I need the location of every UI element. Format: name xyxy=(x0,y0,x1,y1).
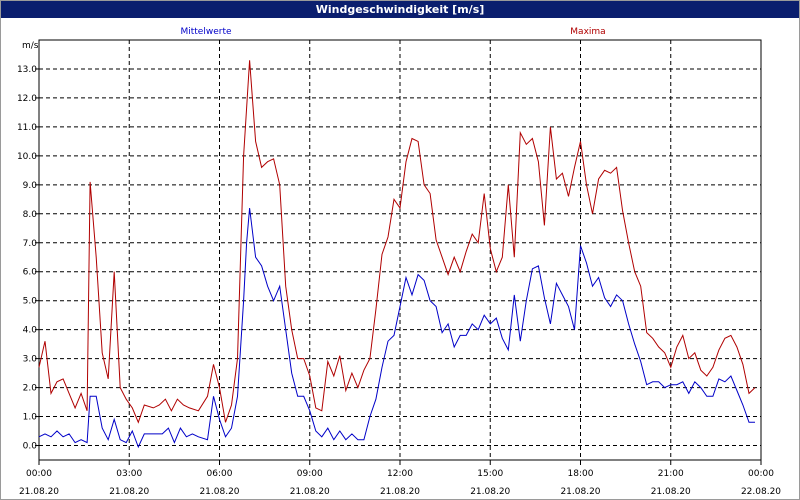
y-tick-label: 13.0 xyxy=(17,65,37,75)
y-tick-label: 12.0 xyxy=(17,94,37,104)
y-tick-label: 4.0 xyxy=(23,326,38,336)
x-tick-date-label: 21.08.20 xyxy=(380,487,420,497)
x-tick-time-label: 21:00 xyxy=(658,469,684,479)
x-tick-date-label: 21.08.20 xyxy=(651,487,691,497)
y-tick-label: 10.0 xyxy=(17,152,37,162)
y-tick-label: 3.0 xyxy=(23,355,38,365)
window-title: Windgeschwindigkeit [m/s] xyxy=(1,1,799,18)
y-tick-label: 8.0 xyxy=(23,210,38,220)
grid-lines xyxy=(39,40,761,460)
y-tick-label: 9.0 xyxy=(23,181,38,191)
series-line-maxima xyxy=(38,60,756,424)
x-tick-date-label: 22.08.20 xyxy=(741,487,781,497)
x-tick-time-label: 12:00 xyxy=(387,469,413,479)
axes: 0.0 1.0 2.0 3.0 4.0 5.0 6.0 7.0 8.0 9.0 10.0 11.0 12… xyxy=(17,65,781,497)
series-line-mittelwerte xyxy=(38,207,755,449)
x-tick-date-label: 21.08.20 xyxy=(290,487,330,497)
x-tick-time-label: 00:00 xyxy=(26,469,52,479)
y-tick-label: 6.0 xyxy=(23,268,38,278)
y-tick-label: 5.0 xyxy=(23,297,38,307)
y-tick-label: 2.0 xyxy=(23,384,38,394)
x-tick-date-label: 21.08.20 xyxy=(470,487,510,497)
x-tick-date-label: 21.08.20 xyxy=(109,487,149,497)
x-tick-time-label: 06:00 xyxy=(207,469,233,479)
x-tick-date-label: 21.08.20 xyxy=(560,487,600,497)
x-tick-time-label: 18:00 xyxy=(568,469,594,479)
legend-maxima: Maxima xyxy=(570,27,605,37)
y-tick-label: 1.0 xyxy=(23,413,38,423)
x-tick-time-label: 03:00 xyxy=(116,469,142,479)
x-tick-time-label: 15:00 xyxy=(477,469,503,479)
x-tick-date-label: 21.08.20 xyxy=(199,487,239,497)
x-tick-time-label: 00:00 xyxy=(748,469,774,479)
x-tick-date-label: 21.08.20 xyxy=(19,487,59,497)
x-tick-time-label: 09:00 xyxy=(297,469,323,479)
y-tick-label: 11.0 xyxy=(17,123,37,133)
series-lines xyxy=(38,60,756,449)
y-axis-unit-label: m/s xyxy=(22,41,39,51)
y-tick-label: 7.0 xyxy=(23,239,38,249)
y-tick-label: 0.0 xyxy=(23,442,38,452)
legend-mittelwerte: Mittelwerte xyxy=(180,27,231,37)
